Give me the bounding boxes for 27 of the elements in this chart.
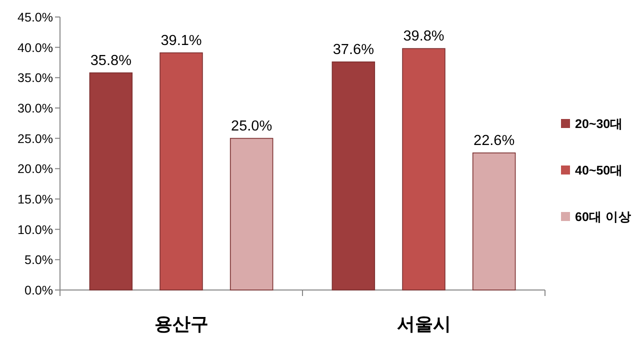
y-tick-label: 15.0% bbox=[18, 192, 53, 206]
x-tick-label: 용산구 bbox=[154, 314, 208, 334]
bar bbox=[230, 138, 274, 290]
y-tick-label: 35.0% bbox=[18, 71, 53, 86]
bar bbox=[332, 61, 376, 290]
data-label: 22.6% bbox=[474, 132, 515, 149]
bar bbox=[89, 72, 133, 290]
y-tick-label: 25.0% bbox=[18, 132, 53, 146]
data-label: 35.8% bbox=[90, 52, 132, 69]
data-label: 39.8% bbox=[403, 28, 444, 45]
y-tick-label: 20.0% bbox=[18, 162, 53, 176]
legend-label: 40~50대 bbox=[575, 164, 624, 178]
y-tick-label: 30.0% bbox=[18, 102, 53, 116]
y-tick-label: 45.0% bbox=[18, 10, 53, 24]
bar bbox=[472, 152, 516, 290]
y-tick-label: 0.0% bbox=[24, 284, 53, 298]
legend-label: 20~30대 bbox=[575, 117, 624, 131]
x-tick-label: 서울시 bbox=[396, 314, 451, 334]
y-tick-label: 5.0% bbox=[24, 253, 53, 268]
legend-label: 60대 이상 bbox=[575, 210, 632, 224]
data-label: 25.0% bbox=[231, 118, 272, 134]
y-tick-label: 10.0% bbox=[18, 222, 53, 237]
data-label: 39.1% bbox=[160, 32, 202, 49]
bar bbox=[402, 48, 446, 290]
data-label: 37.6% bbox=[332, 42, 374, 58]
bar bbox=[160, 52, 203, 290]
y-tick-label: 40.0% bbox=[18, 40, 53, 55]
